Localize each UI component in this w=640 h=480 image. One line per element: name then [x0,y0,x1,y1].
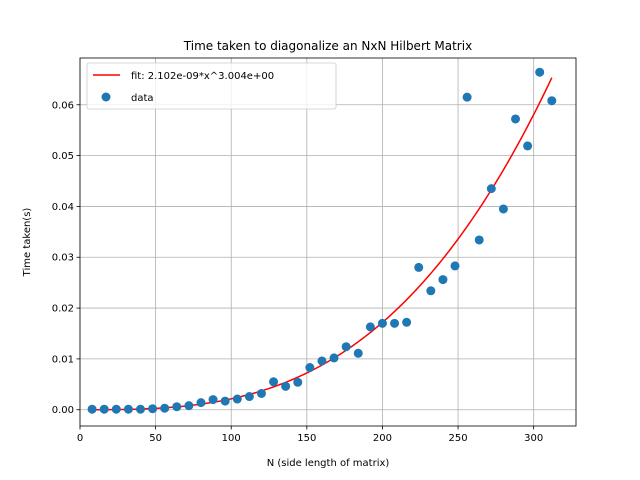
data-point [450,261,460,271]
data-point [281,381,291,391]
x-tick-label: 0 [77,433,83,444]
data-point [123,404,133,414]
x-tick-label: 300 [524,433,543,444]
data-point [438,275,448,285]
data-point [535,67,545,77]
data-points [87,67,557,414]
x-axis-label: N (side length of matrix) [267,458,390,469]
data-point [172,402,182,412]
x-tick-label: 50 [149,433,162,444]
data-point [486,184,496,194]
data-point [111,404,121,414]
data-point [462,92,472,102]
plot-frame [79,57,577,427]
data-point [474,235,484,245]
data-point [220,396,230,406]
data-point [135,404,145,414]
data-point [498,204,508,214]
data-point [148,404,158,414]
y-axis-label: Time taken(s) [22,208,33,278]
data-point [305,363,315,373]
y-tick-label: 0.05 [52,151,74,162]
x-tick-label: 150 [297,433,316,444]
legend-fit-label: fit: 2.102e-09*x^3.004e+00 [131,71,274,82]
data-point [329,353,339,363]
data-point [414,262,424,272]
x-tick-label: 250 [449,433,468,444]
data-point [365,322,375,332]
y-tick-label: 0.01 [52,354,74,365]
data-point [208,395,218,405]
data-point [99,404,109,414]
data-point [390,318,400,328]
data-point [269,377,279,387]
legend-data-label: data [131,93,154,104]
data-point [402,317,412,327]
y-axis-ticks: 0.00 0.01 0.02 0.03 0.04 0.05 0.06 [52,100,80,416]
data-point [317,356,327,366]
data-point [547,96,557,106]
legend: fit: 2.102e-09*x^3.004e+00 data [86,62,337,110]
data-point [244,392,254,402]
data-point [341,342,351,352]
data-point [256,388,266,398]
y-tick-label: 0.06 [52,100,74,111]
x-tick-label: 200 [373,433,392,444]
data-point [87,404,97,414]
legend-box [86,62,337,110]
y-tick-label: 0.03 [52,253,74,264]
data-point [523,141,533,151]
data-point [196,398,206,408]
data-point [426,286,436,296]
x-axis-ticks: 0 50 100 150 200 250 300 [77,426,543,444]
data-point [184,401,194,411]
data-point [511,114,521,124]
legend-data-swatch [101,92,111,102]
y-tick-label: 0.02 [52,304,74,315]
chart-title: Time taken to diagonalize an NxN Hilbert… [183,39,472,53]
y-tick-label: 0.04 [52,202,74,213]
data-point [232,394,242,404]
data-point [160,403,170,413]
x-tick-label: 100 [222,433,241,444]
y-tick-label: 0.00 [52,405,74,416]
data-point [353,348,363,358]
data-point [293,377,303,387]
data-point [377,318,387,328]
